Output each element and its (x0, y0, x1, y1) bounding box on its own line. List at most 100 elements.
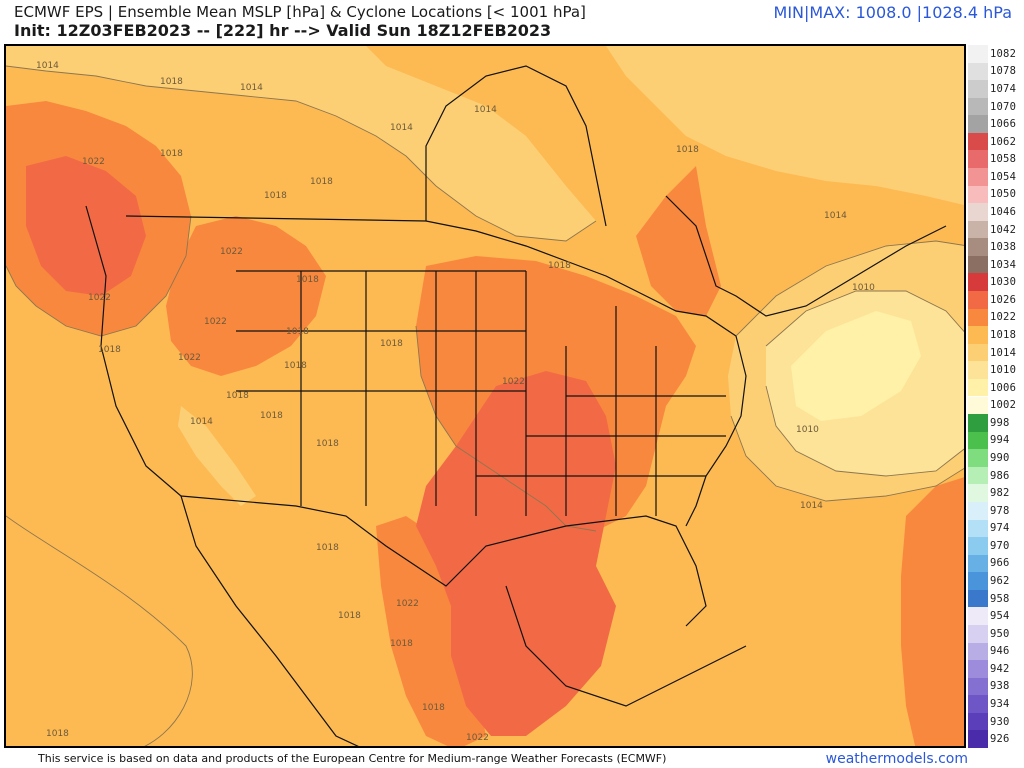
colorbar-swatch (968, 97, 988, 116)
min-max-readout: MIN|MAX: 1008.0 |1028.4 hPa (773, 3, 1012, 22)
colorbar-swatch (968, 378, 988, 397)
colorbar-level: 970 (968, 537, 1020, 555)
colorbar-level: 958 (968, 589, 1020, 608)
contour-label: 1018 (422, 703, 445, 713)
contour-labels: 1014 1014 1014 1014 1022 1018 1018 1018 … (36, 61, 875, 743)
colorbar-level: 1082 (968, 45, 1020, 63)
colorbar-label: 1046 (990, 205, 1017, 218)
colorbar-level: 978 (968, 501, 1020, 520)
contour-label: 1018 (160, 77, 183, 87)
colorbar-level: 1050 (968, 185, 1020, 204)
colorbar-swatch (968, 62, 988, 81)
colorbar-swatch (968, 624, 988, 643)
colorbar-label: 982 (990, 487, 1010, 500)
colorbar-label: 950 (990, 627, 1010, 640)
colorbar-label: 1038 (990, 241, 1017, 254)
colorbar-level: 986 (968, 466, 1020, 485)
colorbar-swatch (968, 220, 988, 239)
colorbar-swatch (968, 484, 988, 502)
colorbar-swatch (968, 255, 988, 274)
colorbar-label: 930 (990, 715, 1010, 728)
colorbar-swatch (968, 572, 988, 590)
colorbar-level: 1078 (968, 62, 1020, 81)
isobar-region-1022-mexico (376, 516, 486, 746)
colorbar-level: 982 (968, 484, 1020, 502)
contour-label: 1018 (548, 261, 571, 271)
colorbar-label: 954 (990, 610, 1010, 623)
colorbar-label: 1066 (990, 118, 1017, 131)
colorbar-swatch (968, 537, 988, 555)
colorbar-swatch (968, 45, 988, 63)
contour-label: 1018 (226, 391, 249, 401)
contour-label: 1014 (36, 61, 59, 71)
site-brand-link[interactable]: weathermodels.com (825, 751, 968, 767)
colorbar-level: 962 (968, 572, 1020, 590)
colorbar-label: 1010 (990, 364, 1017, 377)
colorbar-label: 1014 (990, 346, 1017, 359)
colorbar-label: 1074 (990, 82, 1017, 95)
colorbar-level: 954 (968, 607, 1020, 625)
colorbar-level: 1014 (968, 343, 1020, 362)
colorbar-swatch (968, 449, 988, 467)
colorbar-level: 1038 (968, 238, 1020, 256)
colorbar-label: 986 (990, 469, 1010, 482)
contour-label: 1014 (190, 417, 213, 427)
colorbar-label: 926 (990, 733, 1010, 746)
colorbar-level: 990 (968, 449, 1020, 467)
colorbar-swatch (968, 273, 988, 292)
colorbar-label: 1030 (990, 276, 1017, 289)
contour-label: 1014 (390, 123, 413, 133)
contour-label: 1018 (260, 411, 283, 421)
contour-label: 1018 (264, 191, 287, 201)
colorbar-label: 1042 (990, 223, 1017, 236)
isobar-region-1014-northeast (606, 46, 964, 206)
colorbar-level: 1006 (968, 378, 1020, 397)
init-valid-time: Init: 12Z03FEB2023 -- [222] hr --> Valid… (14, 21, 552, 40)
colorbar-label: 974 (990, 522, 1010, 535)
colorbar-swatch (968, 501, 988, 520)
colorbar-label: 942 (990, 662, 1010, 675)
colorbar-label: 962 (990, 575, 1010, 588)
contour-label: 1018 (310, 177, 333, 187)
colorbar-swatch (968, 519, 988, 538)
chart-title: ECMWF EPS | Ensemble Mean MSLP [hPa] & C… (14, 3, 586, 21)
colorbar-label: 994 (990, 434, 1010, 447)
colorbar-swatch (968, 361, 988, 379)
colorbar-label: 1050 (990, 188, 1017, 201)
colorbar-level: 930 (968, 712, 1020, 731)
colorbar-level: 998 (968, 414, 1020, 432)
contour-label: 1022 (204, 317, 227, 327)
colorbar-label: 978 (990, 504, 1010, 517)
map-canvas: 1014 1014 1014 1014 1022 1018 1018 1018 … (6, 46, 964, 746)
colorbar-swatch (968, 150, 988, 168)
contour-label: 1018 (284, 361, 307, 371)
pressure-map: 1014 1014 1014 1014 1022 1018 1018 1018 … (4, 44, 966, 748)
colorbar-label: 958 (990, 592, 1010, 605)
colorbar-swatch (968, 326, 988, 344)
contour-label: 1014 (800, 501, 823, 511)
colorbar-swatch (968, 132, 988, 151)
contour-label: 1018 (380, 339, 403, 349)
colorbar-level: 946 (968, 642, 1020, 661)
colorbar-swatch (968, 238, 988, 256)
colorbar-label: 1054 (990, 170, 1017, 183)
contour-label: 1022 (178, 353, 201, 363)
contour-label: 1018 (338, 611, 361, 621)
colorbar-swatch (968, 115, 988, 133)
colorbar-level: 1022 (968, 308, 1020, 327)
contour-label: 1022 (396, 599, 419, 609)
colorbar-label: 1058 (990, 153, 1017, 166)
colorbar-label: 1062 (990, 135, 1017, 148)
colorbar-level: 1066 (968, 115, 1020, 133)
colorbar-swatch (968, 466, 988, 485)
colorbar-swatch (968, 589, 988, 608)
colorbar-level: 1042 (968, 220, 1020, 239)
isobar-region-1022-southeast-ocean (901, 477, 964, 746)
colorbar-swatch (968, 414, 988, 432)
colorbar-swatch (968, 730, 988, 748)
colorbar-swatch (968, 203, 988, 221)
colorbar-level: 994 (968, 431, 1020, 450)
colorbar-swatch (968, 396, 988, 415)
colorbar-swatch (968, 677, 988, 696)
colorbar-level: 1074 (968, 80, 1020, 98)
